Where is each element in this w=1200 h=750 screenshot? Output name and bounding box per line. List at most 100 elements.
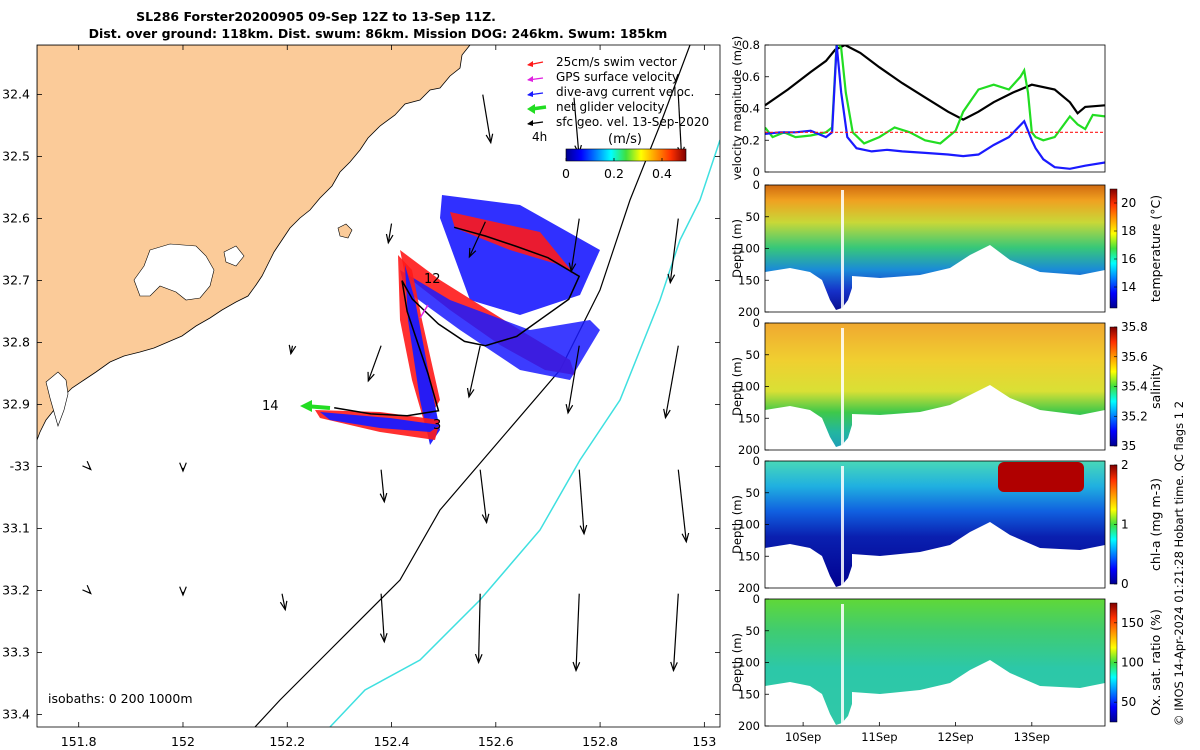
velocity-series-1 [765, 45, 1105, 145]
geo-velocity-vector [379, 469, 388, 504]
svg-text:net glider velocity: net glider velocity [556, 100, 664, 114]
section-xtick-label: 13Sep [1014, 730, 1050, 744]
geo-velocity-vector [479, 469, 490, 525]
map-ytick-label: -33 [10, 459, 30, 474]
isobath-200m [254, 45, 691, 727]
section-colorbar [1109, 188, 1118, 309]
map-frame [36, 44, 721, 728]
section-ytick-label: 50 [745, 486, 760, 500]
geo-velocity-vector [385, 223, 394, 245]
map-xtick-label: 152.6 [478, 734, 514, 749]
lake-wallis [133, 243, 215, 301]
lake-small [223, 245, 245, 267]
section-colorbar-tick-label: 35.8 [1121, 320, 1148, 334]
section-ytick-label: 50 [745, 624, 760, 638]
velocity-ytick-label: 0.6 [742, 70, 760, 84]
lake-myall [45, 371, 69, 427]
svg-text:sfc geo. vel. 13-Sep-2020: sfc geo. vel. 13-Sep-2020 [556, 115, 709, 129]
speed-colorbar [565, 148, 687, 162]
section-colorbar-tick-label: 20 [1121, 196, 1136, 210]
land-coastline [37, 45, 471, 441]
section-colorbar-label: temperature (°C) [1148, 195, 1163, 302]
oxygen-field [765, 599, 1105, 725]
section-ytick-label: 200 [738, 443, 760, 457]
colorbar-tick-label: 0.4 [652, 166, 672, 181]
title-line-2: Dist. over ground: 118km. Dist. swum: 86… [89, 26, 668, 41]
section-axes-salinity: 0 50 100 150 200 Depth (m) 35 35.2 35.4 35.6 35.8 s… [730, 316, 1163, 457]
map-xtick-label: 153 [692, 734, 716, 749]
section-colorbar-tick-label: 100 [1121, 656, 1144, 670]
section-ytick-label: 50 [745, 210, 760, 224]
chl-field [765, 461, 1105, 587]
geo-velocity-vector [677, 469, 690, 544]
map-ytick-label: 32.5 [2, 149, 30, 164]
geo-velocity-vector [466, 345, 481, 399]
section-colorbar-tick-label: 1 [1121, 518, 1129, 532]
map-ytick-label: 33.2 [2, 583, 30, 598]
section-ylabel: Depth (m) [730, 633, 744, 692]
section-colorbar-tick-label: 150 [1121, 616, 1144, 630]
section-colorbar-tick-label: 0 [1121, 577, 1129, 591]
salinity-field [765, 323, 1105, 447]
map-ytick-label: 33.4 [2, 707, 30, 722]
waypoint-label-3: 3 [433, 418, 441, 433]
section-ytick-label: 100 [738, 380, 760, 394]
section-axes-chl-a: 0 50 100 150 200 Depth (m) 0 1 2 chl-a (mg m-3) [730, 454, 1163, 595]
section-ylabel: Depth (m) [730, 357, 744, 416]
geo-velocity-vector [82, 584, 92, 595]
svg-text:25cm/s swim vector: 25cm/s swim vector [556, 55, 677, 69]
section-colorbar-tick-label: 35 [1121, 439, 1136, 453]
vector-swath [315, 195, 600, 445]
velocity-ylabel: velocity magnitude (m/s) [730, 36, 744, 181]
section-ytick-label: 0 [753, 592, 760, 606]
isobath-1000m [329, 139, 720, 727]
map-ytick-label: 32.6 [2, 211, 30, 226]
oxygen-panel [765, 599, 1105, 725]
map-ytick-label: 32.9 [2, 397, 30, 412]
map-ytick-label: 33.3 [2, 645, 30, 660]
geo-velocity-vector [82, 460, 92, 471]
geo-velocity-vector [379, 593, 388, 644]
section-colorbar-tick-label: 50 [1121, 695, 1136, 709]
legend-scale-label: 4h [532, 130, 547, 144]
section-ytick-label: 150 [738, 411, 760, 425]
geo-velocity-vector [565, 345, 580, 415]
section-ytick-label: 0 [753, 178, 760, 192]
svg-text:dive-avg current veloc.: dive-avg current veloc. [556, 85, 694, 99]
section-colorbar-tick-label: 35.2 [1121, 409, 1148, 423]
section-colorbar-tick-label: 16 [1121, 252, 1136, 266]
section-ytick-label: 200 [738, 305, 760, 319]
velocity-panel: 0 0.2 0.4 0.6 0.8 velocity magnitude (m/s) [730, 36, 1106, 181]
section-ylabel: Depth (m) [730, 495, 744, 554]
geo-velocity-vector [179, 586, 187, 597]
svg-text:GPS surface velocity: GPS surface velocity [556, 70, 679, 84]
title-line-1: SL286 Forster20200905 09-Sep 12Z to 13-S… [136, 9, 496, 24]
geo-velocity-vector [572, 593, 581, 673]
velocity-ytick-label: 0 [753, 165, 760, 179]
section-xtick-label: 11Sep [861, 730, 897, 744]
chl-bloom [998, 462, 1084, 492]
section-ytick-label: 150 [738, 273, 760, 287]
island [337, 223, 353, 239]
temperature-field [765, 185, 1105, 310]
geo-velocity-vector [568, 218, 580, 274]
velocity-ytick-label: 0.8 [742, 38, 760, 52]
legend-sfc-geo: sfc geo. vel. 13-Sep-2020 [527, 115, 709, 129]
legend-dive-avg: dive-avg current veloc. [527, 85, 694, 99]
geo-velocity-vector [468, 221, 486, 259]
map-legend: 25cm/s swim vector GPS surface velocity … [527, 55, 709, 181]
geo-velocity-vector [670, 593, 679, 673]
geo-velocity-vector [482, 94, 494, 145]
velocity-series-0 [765, 45, 1105, 121]
section-ytick-label: 150 [738, 549, 760, 563]
section-ytick-label: 0 [753, 316, 760, 330]
section-colorbar-label: Ox. sat. ratio (%) [1148, 609, 1163, 716]
section-ytick-label: 150 [738, 687, 760, 701]
glider-track [334, 226, 581, 417]
map-ytick-label: 32.4 [2, 87, 30, 102]
geo-velocity-vector [288, 344, 297, 356]
net-glider-arrow [300, 400, 331, 412]
geo-velocity-vector [663, 345, 679, 420]
